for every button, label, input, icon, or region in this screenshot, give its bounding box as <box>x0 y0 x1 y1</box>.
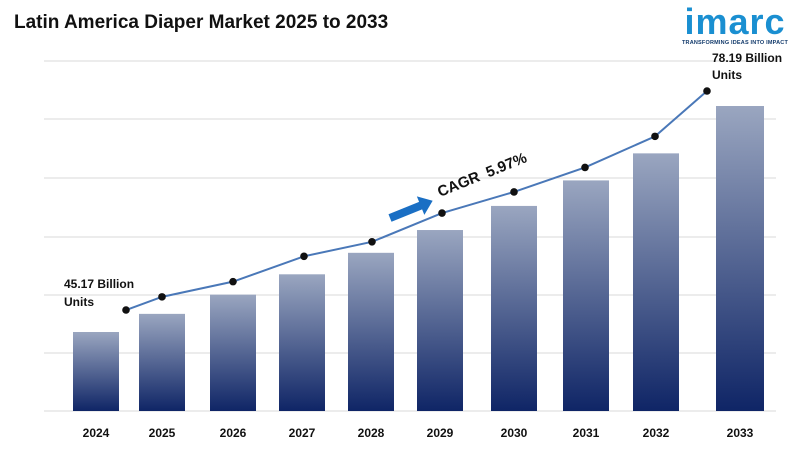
bar-2030 <box>491 205 537 411</box>
trend-point-2025 <box>158 293 166 301</box>
trend-line <box>125 90 708 311</box>
cagr-label: CAGR <box>435 168 482 200</box>
x-tick-label: 2028 <box>358 426 385 440</box>
x-tick-label: 2033 <box>727 426 754 440</box>
trend-point-2032 <box>651 132 659 141</box>
chart-title: Latin America Diaper Market 2025 to 2033 <box>14 12 389 33</box>
trend-point-2028 <box>368 238 376 246</box>
x-tick-label: 2031 <box>573 426 600 440</box>
trend-point-2026 <box>229 277 237 286</box>
trend-point-2031 <box>581 163 589 172</box>
x-tick-label: 2025 <box>149 426 176 440</box>
end-annotation: 78.19 Billion Units <box>712 51 782 82</box>
start-annotation: 45.17 Billion Units <box>64 277 134 309</box>
bar-2025 <box>139 313 185 411</box>
cagr-arrow-icon <box>388 196 433 222</box>
end-unit-label: Units <box>712 68 742 82</box>
bar-2033 <box>716 106 764 411</box>
bar-2028 <box>348 252 394 411</box>
start-value-label: 45.17 Billion <box>64 277 134 291</box>
trend-point-2024 <box>122 306 130 314</box>
bars-group <box>73 106 764 412</box>
bar-2027 <box>279 274 325 411</box>
bar-2026 <box>210 294 256 411</box>
start-unit-label: Units <box>64 295 94 309</box>
trend-point-2030 <box>510 188 518 196</box>
end-value-label: 78.19 Billion <box>712 51 782 65</box>
x-tick-label: 2026 <box>220 426 247 440</box>
x-tick-label: 2029 <box>427 426 454 440</box>
cagr-value: 5.97% <box>484 149 530 181</box>
x-tick-label: 2030 <box>501 426 528 440</box>
imarc-logo: imarc TRANSFORMING IDEAS INTO IMPACT <box>680 1 790 47</box>
x-tick-label: 2027 <box>289 426 316 440</box>
x-tick-label: 2032 <box>643 426 670 440</box>
logo-tagline: TRANSFORMING IDEAS INTO IMPACT <box>681 40 789 46</box>
logo-wordmark: imarc <box>684 1 786 42</box>
x-tick-label: 2024 <box>83 426 110 440</box>
bar-2031 <box>563 180 609 411</box>
bar-2032 <box>633 153 679 412</box>
trend-point-2029 <box>438 209 446 217</box>
trend-line-group <box>122 87 711 314</box>
bar-2024 <box>73 332 119 411</box>
trend-point-2027 <box>300 252 308 261</box>
x-axis-ticks: 2024 2025 2026 2027 2028 2029 2030 2031 2032 2033 <box>83 426 754 440</box>
trend-point-2033 <box>703 87 711 95</box>
bar-2029 <box>417 230 463 411</box>
